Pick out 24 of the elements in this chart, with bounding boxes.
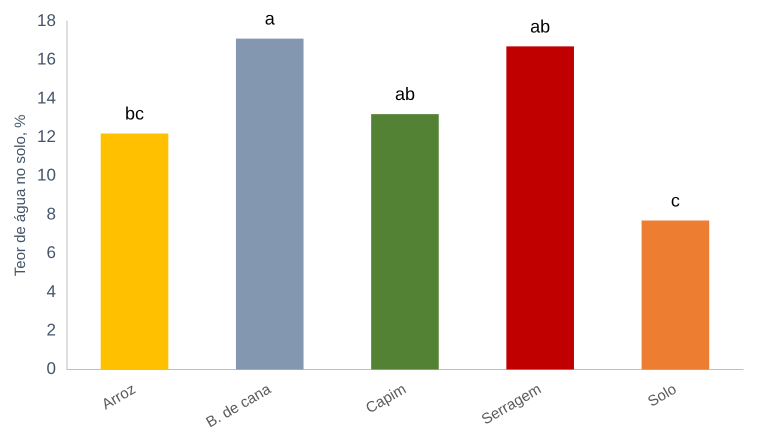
y-tick-label: 14 (36, 88, 56, 108)
y-axis-title: Teor de água no solo, % (12, 114, 30, 276)
bar (236, 38, 304, 370)
annotation: ab (394, 84, 415, 104)
x-tick-label: Arroz (99, 380, 139, 414)
y-tick-label: 4 (46, 282, 56, 301)
y-tick-label: 10 (36, 166, 56, 185)
annotation: c (670, 190, 680, 211)
bar (642, 220, 710, 370)
bar (506, 46, 574, 370)
y-tick-label: 12 (36, 127, 56, 146)
x-tick-label: B. de cana (203, 380, 274, 432)
annotation: a (264, 8, 276, 29)
y-tick-label: 18 (36, 10, 56, 30)
y-tick-label: 0 (46, 359, 56, 378)
y-tick-label: 6 (46, 243, 56, 262)
bar (371, 114, 439, 370)
y-tick-label: 2 (46, 320, 56, 340)
annotation: bc (125, 103, 144, 124)
y-tick-label: 16 (36, 50, 56, 69)
annotation: ab (530, 16, 550, 36)
x-tick-label: Solo (644, 380, 680, 410)
bar (100, 133, 168, 370)
y-tick-label: 8 (46, 204, 56, 224)
